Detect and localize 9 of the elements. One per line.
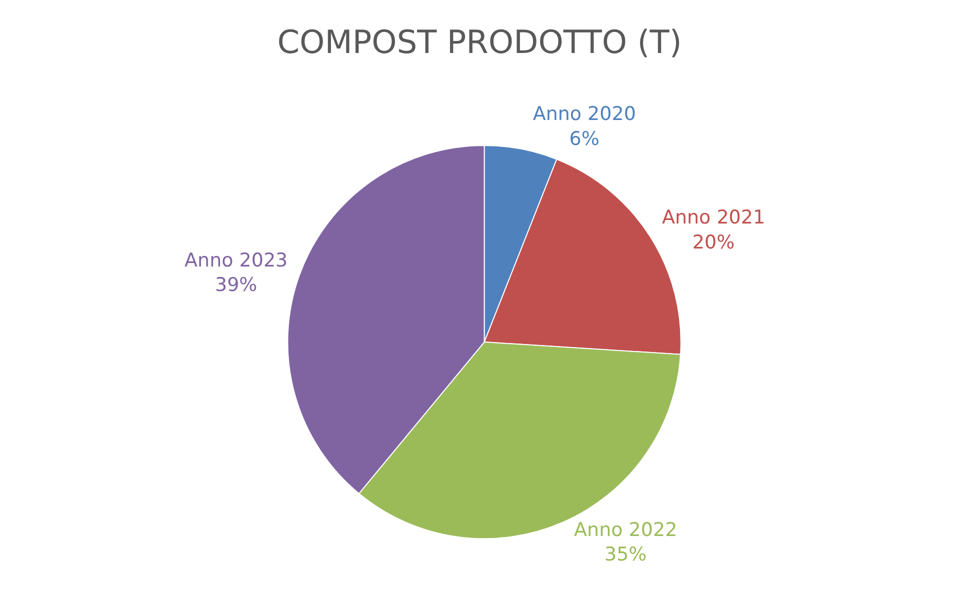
chart-title: COMPOST PRODOTTO (T): [277, 23, 682, 62]
slice-label: Anno 2020: [532, 103, 636, 126]
slice-label: Anno 2023: [184, 249, 288, 272]
data-label: 6%: [569, 128, 600, 150]
data-label: 20%: [692, 231, 735, 254]
data-label: 35%: [604, 544, 647, 566]
data-label: 39%: [214, 274, 258, 296]
slice-label: Anno 2022: [574, 518, 678, 541]
slice-label: Anno 2021: [662, 206, 766, 229]
